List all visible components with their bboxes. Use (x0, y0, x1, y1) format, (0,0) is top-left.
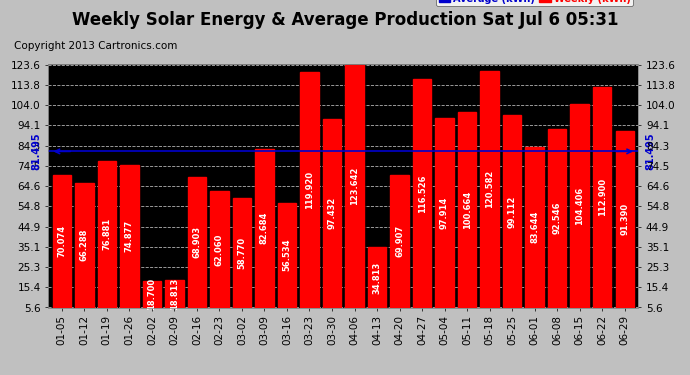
Text: 34.813: 34.813 (373, 261, 382, 294)
Text: 91.390: 91.390 (620, 203, 629, 236)
Text: 92.546: 92.546 (553, 202, 562, 234)
Legend: Average (kWh), Weekly (kWh): Average (kWh), Weekly (kWh) (436, 0, 633, 6)
Bar (391, 175, 408, 308)
Bar (120, 165, 139, 308)
Bar (188, 177, 206, 308)
Bar (97, 161, 116, 308)
Bar (255, 149, 274, 308)
Bar (300, 72, 319, 308)
Text: 82.684: 82.684 (260, 212, 269, 244)
Text: 116.526: 116.526 (417, 174, 426, 213)
Bar (233, 198, 251, 308)
Text: 69.907: 69.907 (395, 225, 404, 257)
Text: 120.582: 120.582 (485, 170, 494, 208)
Bar (435, 118, 454, 308)
Bar (52, 175, 71, 308)
Text: 83.644: 83.644 (530, 211, 539, 243)
Text: 104.406: 104.406 (575, 187, 584, 225)
Text: 18.813: 18.813 (170, 278, 179, 310)
Text: 74.877: 74.877 (125, 220, 134, 252)
Text: 97.914: 97.914 (440, 196, 449, 229)
Bar (413, 80, 431, 308)
Bar (75, 183, 94, 308)
Bar (345, 65, 364, 308)
Bar (143, 280, 161, 308)
Text: 97.432: 97.432 (328, 197, 337, 229)
Text: 99.112: 99.112 (508, 195, 517, 228)
Bar (503, 115, 522, 308)
Bar (458, 112, 476, 308)
Text: Copyright 2013 Cartronics.com: Copyright 2013 Cartronics.com (14, 41, 177, 51)
Text: 123.642: 123.642 (350, 167, 359, 205)
Text: 81.495: 81.495 (645, 133, 655, 170)
Text: 62.060: 62.060 (215, 233, 224, 266)
Text: 58.770: 58.770 (237, 237, 246, 269)
Text: Weekly Solar Energy & Average Production Sat Jul 6 05:31: Weekly Solar Energy & Average Production… (72, 11, 618, 29)
Text: 56.534: 56.534 (282, 239, 291, 272)
Bar (593, 87, 611, 308)
Bar (323, 118, 342, 308)
Text: 70.074: 70.074 (57, 225, 66, 257)
Text: 119.920: 119.920 (305, 171, 314, 209)
Text: 112.900: 112.900 (598, 178, 607, 216)
Text: 68.903: 68.903 (193, 226, 201, 258)
Bar (165, 280, 184, 308)
Bar (480, 71, 499, 308)
Text: 76.881: 76.881 (102, 218, 111, 250)
Text: 66.288: 66.288 (80, 229, 89, 261)
Bar (368, 248, 386, 308)
Bar (615, 131, 634, 308)
Bar (278, 203, 296, 308)
Bar (210, 191, 228, 308)
Bar (571, 104, 589, 308)
Text: 81.495: 81.495 (32, 133, 41, 170)
Text: 18.700: 18.700 (148, 278, 157, 310)
Bar (526, 147, 544, 308)
Bar (548, 129, 566, 308)
Text: 100.664: 100.664 (462, 190, 472, 229)
